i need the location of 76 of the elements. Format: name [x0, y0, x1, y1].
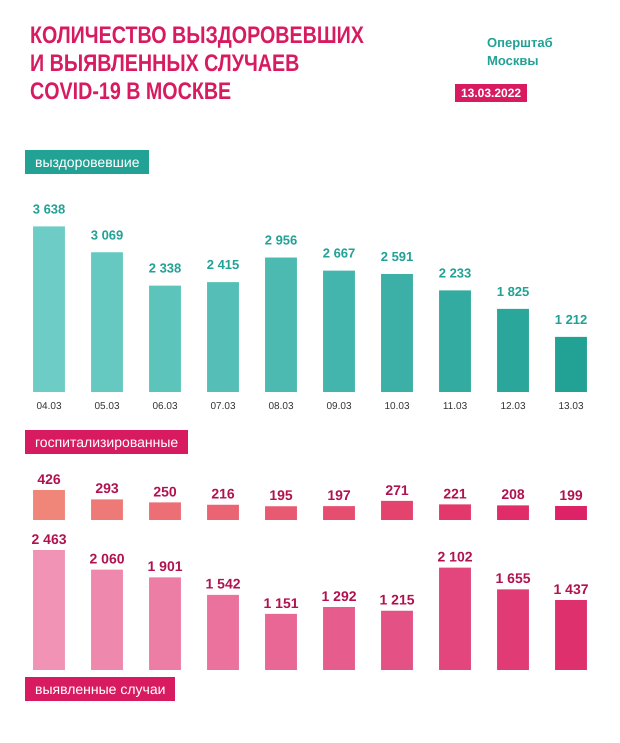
bar	[323, 270, 355, 392]
data-label: 1 151	[263, 594, 299, 611]
text: 13.03.2022	[455, 84, 528, 102]
data-label: 3 638	[32, 201, 66, 216]
bar	[33, 550, 65, 670]
data-label: 2 338	[148, 260, 182, 276]
x-tick-label: 09.03	[326, 400, 352, 412]
bar	[439, 290, 471, 392]
data-label: 197	[327, 486, 351, 503]
bar	[323, 607, 355, 670]
x-tick-label: 12.03	[500, 400, 526, 412]
data-label: 293	[95, 480, 119, 496]
chart-title: КОЛИЧЕСТВО ВЫЗДОРОВЕВШИХ И ВЫЯВЛЕННЫХ СЛУЧАЕВ COVID-19 В МОСКВЕ	[30, 22, 364, 106]
chart-subtitle: госпитализированные	[25, 430, 188, 454]
data-label: 195	[269, 487, 293, 504]
x-tick-label: 06.03	[152, 400, 178, 412]
bar	[149, 286, 181, 392]
bar	[555, 506, 587, 520]
data-label: 199	[559, 486, 583, 503]
bar	[497, 505, 529, 520]
bar	[497, 308, 529, 392]
bar	[149, 502, 181, 520]
data-label: 1 212	[554, 312, 588, 327]
data-label: 3 069	[90, 227, 124, 242]
bar	[265, 506, 297, 520]
x-tick-label: 10.03	[384, 400, 410, 412]
bar	[207, 282, 239, 392]
x-tick-label: 07.03	[210, 400, 236, 412]
data-label: 2 667	[322, 246, 356, 261]
data-label: 426	[37, 470, 61, 487]
x-tick-label: 13.03	[558, 400, 584, 412]
bar	[149, 577, 181, 670]
data-label: 1 825	[496, 284, 530, 300]
bar	[439, 504, 471, 520]
bar	[265, 614, 297, 670]
bar	[265, 257, 297, 392]
data-label: 1 215	[379, 592, 415, 608]
bar	[33, 490, 65, 520]
x-tick-label: 04.03	[36, 400, 62, 412]
bar	[497, 589, 529, 670]
data-label: 2 415	[206, 257, 240, 272]
data-label: 221	[443, 485, 467, 502]
data-label: 1 655	[495, 570, 531, 586]
data-label: 1 542	[205, 576, 241, 592]
data-label: 208	[501, 486, 525, 502]
text: выявленные случаи	[25, 677, 176, 701]
bar	[207, 594, 239, 670]
data-label: 216	[211, 486, 235, 502]
bar	[555, 336, 587, 392]
bar	[381, 500, 413, 520]
data-label: 2 463	[31, 530, 67, 547]
bar	[91, 252, 123, 392]
data-label: 1 901	[147, 558, 183, 574]
x-tick-label: 08.03	[268, 400, 294, 412]
data-label: 2 102	[437, 548, 473, 564]
data-label: 1 292	[321, 588, 357, 604]
bar	[381, 610, 413, 670]
x-tick-label: 11.03	[442, 400, 468, 412]
bar	[91, 499, 123, 520]
bar	[91, 570, 123, 670]
data-label: 1 437	[553, 580, 589, 597]
data-label: 250	[153, 483, 177, 500]
data-label: 2 060	[89, 550, 125, 566]
bar	[323, 506, 355, 520]
data-label: 2 591	[380, 249, 414, 264]
bar	[381, 274, 413, 392]
text: Оперштаб Москвы	[487, 34, 553, 70]
bar	[33, 226, 65, 392]
data-label: 2 956	[264, 232, 298, 248]
data-label: 271	[385, 482, 409, 498]
x-tick-label: 05.03	[94, 400, 120, 412]
chart-subtitle: выздоровевшие	[25, 150, 150, 174]
data-label: 2 233	[438, 265, 472, 280]
bar	[207, 504, 239, 520]
bar	[555, 600, 587, 670]
bar	[439, 568, 471, 670]
